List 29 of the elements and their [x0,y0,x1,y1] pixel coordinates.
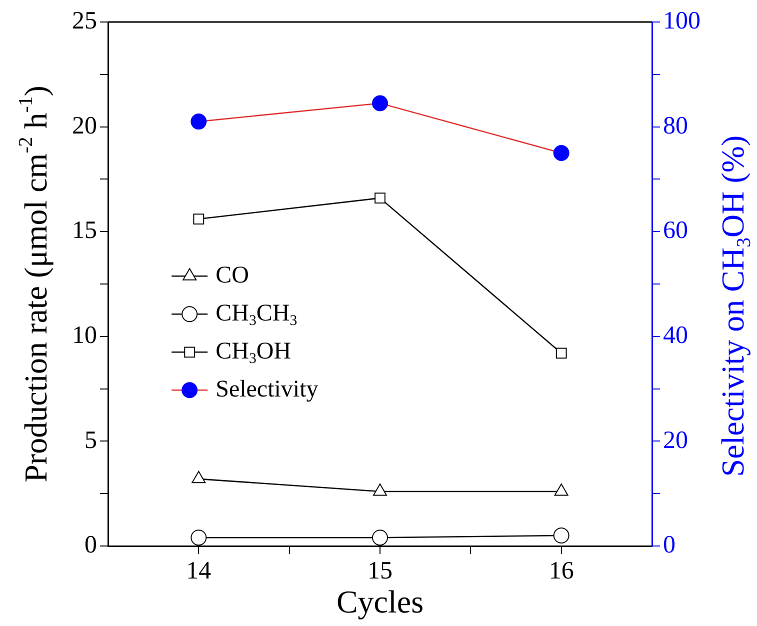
legend-label: CO [216,262,249,288]
point [372,530,388,546]
y2-tick-label: 0 [663,532,676,559]
legend-label: Selectivity [216,376,318,402]
x-tick-label: 16 [548,558,574,585]
y2-tick-label: 60 [663,217,688,244]
x-tick-label: 15 [368,558,392,585]
point [193,214,204,224]
y2-tick-label: 100 [663,8,700,35]
y2-axis-title: Selectivity on CH3OH (%) [714,135,755,477]
x-axis-title: Cycles [336,583,424,620]
point [374,192,386,204]
y-tick-label: 25 [72,8,97,35]
y-tick-label: 10 [72,322,97,349]
point [556,348,567,359]
y2-tick-label: 20 [663,426,688,454]
y2-tick-label: 40 [663,322,688,349]
y-tick-label: 20 [72,112,97,140]
y-tick-label: 15 [72,217,97,244]
point [553,145,570,161]
point [190,114,207,130]
point [553,528,570,544]
y-tick-label: 5 [84,426,97,454]
y2-tick-label: 80 [663,112,688,140]
y-axis-title: Production rate (μmol cm-2 h-1) [15,86,54,482]
x-tick-label: 14 [186,558,212,585]
point [372,95,388,112]
point [190,530,207,546]
y-tick-label: 0 [84,532,97,559]
